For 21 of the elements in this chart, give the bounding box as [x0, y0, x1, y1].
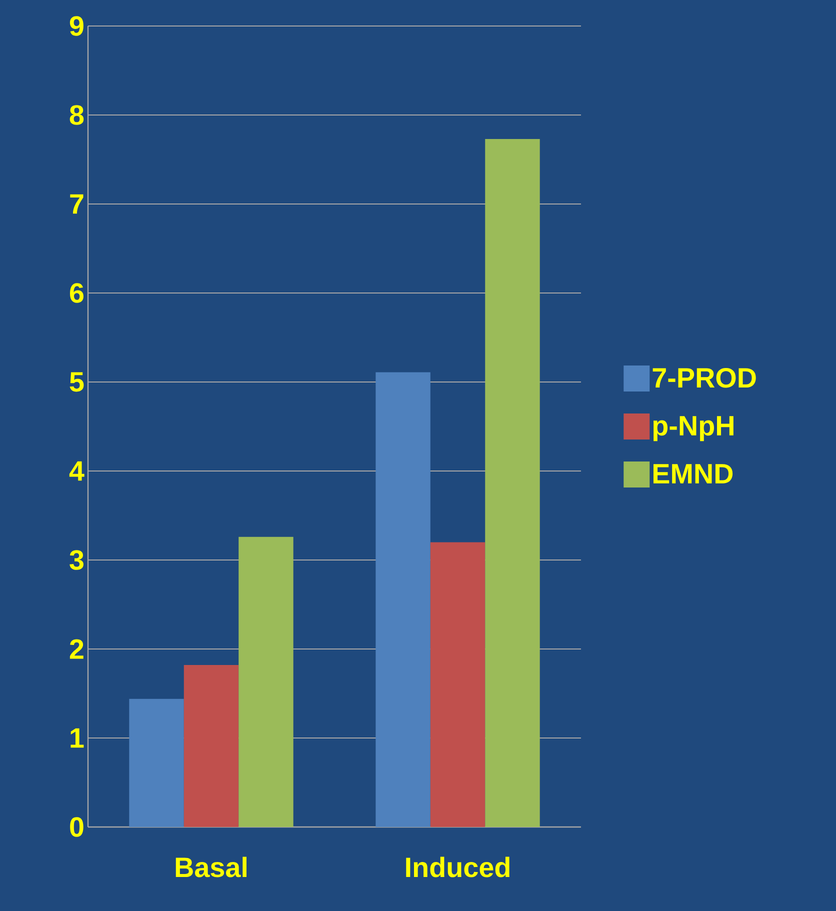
bar	[376, 372, 430, 827]
y-tick-label: 5	[70, 372, 84, 392]
bar	[129, 698, 184, 827]
legend-label: 7-PROD	[652, 368, 756, 388]
bar	[485, 139, 540, 827]
bar	[184, 665, 239, 827]
legend-label: p-NpH	[653, 416, 734, 442]
y-tick-label: 8	[70, 105, 84, 125]
y-tick-label: 3	[70, 550, 84, 570]
bar	[238, 536, 294, 827]
x-tick-label: Basal	[176, 856, 246, 878]
x-tick-label: Induced	[406, 856, 510, 878]
y-tick-label: 2	[70, 639, 84, 659]
y-tick-label: 9	[70, 16, 84, 36]
legend-label: EMND	[653, 464, 733, 484]
y-tick-label: 4	[69, 461, 84, 481]
y-tick-label: 1	[70, 728, 84, 748]
bar	[430, 542, 486, 827]
y-tick-label: 0	[70, 817, 84, 837]
y-tick-label: 6	[70, 283, 84, 303]
y-tick-label: 7	[70, 194, 84, 214]
